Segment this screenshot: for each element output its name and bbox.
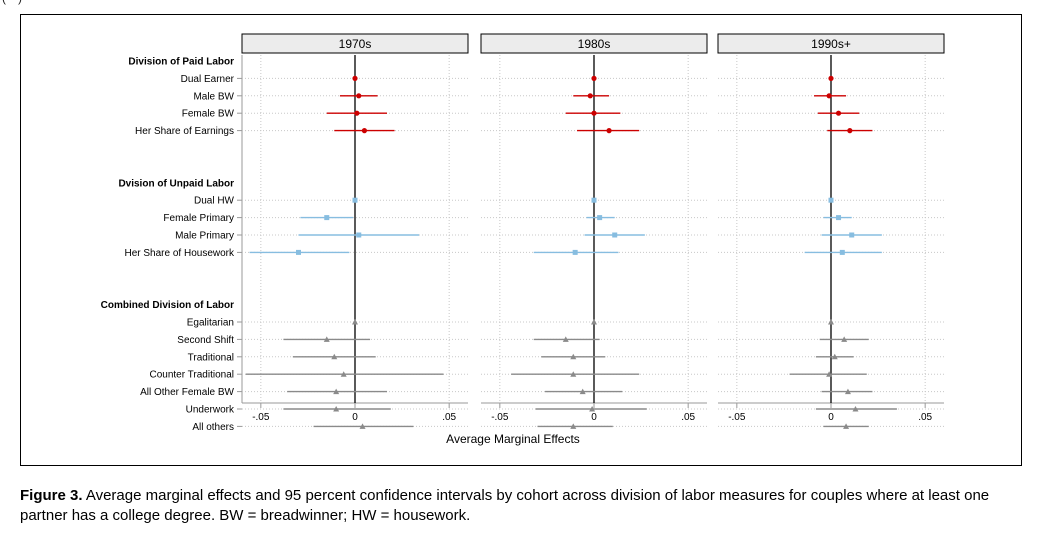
point-estimate xyxy=(844,388,851,395)
x-tick-label: .05 xyxy=(918,412,932,423)
x-tick-label: .05 xyxy=(442,412,456,423)
row-label: Female Primary xyxy=(163,213,234,224)
figure-caption-text: Average marginal effects and 95 percent … xyxy=(20,487,990,524)
point-estimate xyxy=(591,319,597,325)
point-estimate xyxy=(323,336,330,342)
point-estimate xyxy=(828,319,834,325)
point-estimate xyxy=(324,215,330,221)
panel-header-box xyxy=(717,33,945,54)
x-tick-label: -.05 xyxy=(728,412,746,423)
point-estimate xyxy=(352,197,358,203)
top-text-fragment: (---) xyxy=(0,0,120,6)
point-estimate xyxy=(612,232,618,238)
x-axis-title: Average Marginal Effects xyxy=(446,432,580,446)
point-estimate xyxy=(591,110,597,116)
row-label: Traditional xyxy=(188,352,234,363)
panel-header-box xyxy=(241,33,469,54)
point-estimate xyxy=(591,75,597,81)
point-estimate xyxy=(826,371,833,377)
panel-title: 1970s xyxy=(339,37,372,51)
panel-title: 1990s+ xyxy=(811,37,851,51)
point-estimate xyxy=(836,215,842,221)
x-tick-label: 0 xyxy=(828,412,834,423)
point-estimate xyxy=(572,249,578,255)
figure-frame xyxy=(20,14,1022,466)
row-label: Male Primary xyxy=(175,231,234,242)
point-estimate xyxy=(570,371,577,377)
point-estimate xyxy=(852,406,859,412)
point-estimate xyxy=(333,406,340,412)
point-estimate xyxy=(841,336,848,342)
point-estimate xyxy=(849,232,855,238)
row-label: Dual Earner xyxy=(181,74,235,85)
point-estimate xyxy=(296,249,301,255)
point-estimate xyxy=(352,319,358,325)
point-estimate xyxy=(828,75,834,81)
x-tick-label: -.05 xyxy=(252,412,270,423)
x-tick-label: -.05 xyxy=(491,412,509,423)
point-estimate xyxy=(354,110,360,116)
point-estimate xyxy=(570,423,577,429)
point-estimate xyxy=(333,388,340,395)
point-estimate xyxy=(828,197,834,203)
point-estimate xyxy=(570,353,577,360)
row-label: Counter Traditional xyxy=(150,370,235,381)
row-label: Egalitarian xyxy=(187,318,234,329)
panel-header-box xyxy=(480,33,708,54)
figure-caption-label: Figure 3. xyxy=(20,487,83,504)
point-estimate xyxy=(579,388,586,395)
point-estimate xyxy=(847,128,853,134)
point-estimate xyxy=(331,353,338,360)
row-label: All others xyxy=(192,422,234,433)
point-estimate xyxy=(359,423,366,429)
row-label: Second Shift xyxy=(177,335,234,346)
x-tick-label: 0 xyxy=(591,412,597,423)
group-heading: Dvision of Unpaid Labor xyxy=(118,178,234,189)
row-label: Her Share of Housework xyxy=(125,248,235,259)
row-label: Female BW xyxy=(182,109,235,120)
coefficient-plot: Division of Paid Labor Dual Earner Male BW… xyxy=(101,33,945,446)
figure-caption: Figure 3. Average marginal effects and 9… xyxy=(20,486,1030,526)
point-estimate xyxy=(587,93,593,99)
point-estimate xyxy=(589,406,596,412)
group-heading: Combined Division of Labor xyxy=(101,300,234,311)
point-estimate xyxy=(831,353,838,360)
point-estimate xyxy=(839,249,845,255)
point-estimate xyxy=(843,423,850,429)
panel-title: 1980s xyxy=(578,37,611,51)
point-estimate xyxy=(361,128,368,134)
row-label: Male BW xyxy=(193,91,234,102)
x-tick-label: .05 xyxy=(681,412,695,423)
point-estimate xyxy=(826,93,832,99)
point-estimate xyxy=(340,371,347,377)
point-estimate xyxy=(835,110,842,116)
row-label: Dual HW xyxy=(194,196,235,207)
point-estimate xyxy=(356,93,362,99)
row-label: Underwork xyxy=(186,405,235,416)
point-estimate xyxy=(606,128,612,134)
group-heading: Division of Paid Labor xyxy=(128,57,234,68)
row-label: All Other Female BW xyxy=(140,387,234,398)
point-estimate xyxy=(591,197,597,203)
top-text-fragment-label: (---) xyxy=(2,0,22,5)
point-estimate xyxy=(352,75,358,81)
x-tick-label: 0 xyxy=(352,412,358,423)
point-estimate xyxy=(356,232,362,238)
row-label: Her Share of Earnings xyxy=(135,126,234,137)
point-estimate xyxy=(597,215,603,221)
point-estimate xyxy=(562,336,569,342)
